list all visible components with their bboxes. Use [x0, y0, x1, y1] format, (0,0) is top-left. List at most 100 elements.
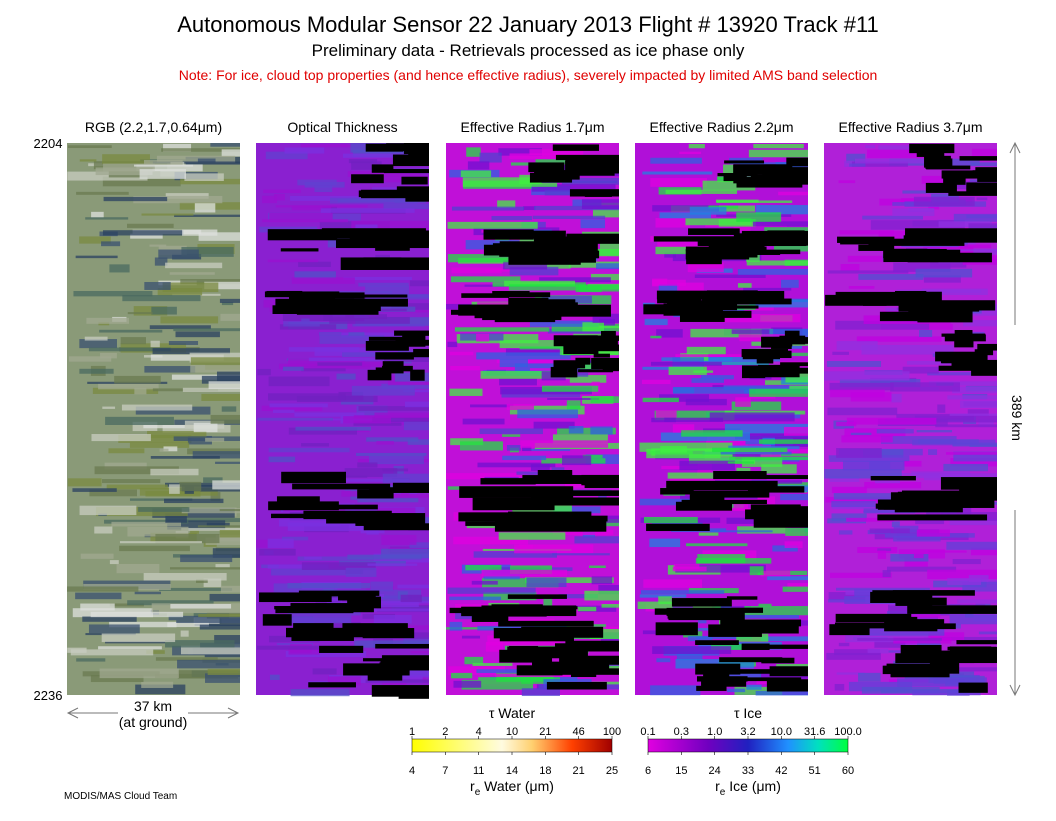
- image-texture: [491, 215, 532, 221]
- image-texture: [383, 203, 429, 209]
- image-texture: [673, 386, 756, 394]
- image-texture: [836, 587, 930, 591]
- image-texture: [165, 482, 240, 487]
- image-texture: [103, 196, 168, 202]
- image-texture: [715, 606, 732, 609]
- image-texture: [732, 454, 761, 457]
- image-texture: [447, 221, 538, 229]
- image-texture: [927, 569, 997, 580]
- image-texture: [649, 538, 681, 548]
- image-texture: [204, 281, 240, 290]
- image-texture: [462, 418, 505, 425]
- image-texture: [92, 387, 159, 394]
- image-texture: [525, 577, 614, 584]
- image-void: [381, 655, 429, 661]
- image-void: [668, 611, 745, 621]
- image-texture: [470, 404, 514, 408]
- image-texture: [203, 477, 223, 483]
- colorbar-tick-label: 21: [573, 765, 585, 777]
- image-void: [719, 657, 783, 663]
- image-texture: [733, 227, 751, 232]
- image-texture: [364, 600, 429, 604]
- image-texture: [329, 316, 410, 324]
- image-texture: [407, 439, 429, 445]
- image-void: [347, 596, 382, 609]
- image-void: [529, 172, 573, 183]
- image-texture: [203, 578, 222, 588]
- image-texture: [287, 522, 364, 532]
- image-texture: [531, 184, 616, 192]
- image-texture: [80, 603, 115, 611]
- image-texture: [370, 581, 394, 592]
- image-texture: [675, 564, 766, 573]
- image-void: [349, 237, 429, 247]
- image-texture: [675, 354, 760, 358]
- image-void: [555, 154, 619, 161]
- image-texture: [702, 451, 792, 455]
- image-void: [494, 519, 607, 532]
- image-texture: [928, 550, 967, 553]
- image-texture: [953, 451, 997, 462]
- image-texture: [687, 262, 724, 273]
- image-texture: [731, 329, 770, 334]
- image-texture: [659, 394, 710, 402]
- image-void: [683, 305, 759, 309]
- image-texture: [99, 329, 163, 333]
- image-texture: [181, 246, 234, 257]
- image-void: [483, 229, 534, 240]
- image-texture: [511, 162, 544, 166]
- image-texture: [729, 456, 808, 461]
- image-texture: [733, 503, 749, 511]
- image-texture: [282, 536, 309, 541]
- image-texture: [689, 206, 727, 215]
- image-texture: [150, 340, 160, 348]
- image-texture: [101, 241, 121, 247]
- image-void: [675, 501, 733, 511]
- image-texture: [297, 556, 374, 561]
- image-texture: [193, 422, 218, 433]
- image-texture: [506, 404, 534, 411]
- image-texture: [498, 532, 566, 540]
- image-texture: [105, 641, 166, 644]
- image-texture: [410, 650, 429, 654]
- image-texture: [851, 161, 908, 167]
- image-void: [537, 470, 573, 477]
- colorbar-tick-label: 31.6: [804, 726, 825, 738]
- image-void: [292, 483, 391, 490]
- image-texture: [882, 570, 891, 578]
- image-void: [280, 248, 319, 252]
- image-texture: [141, 681, 174, 688]
- image-texture: [838, 642, 850, 647]
- image-texture: [268, 447, 350, 453]
- image-void: [660, 488, 694, 495]
- image-texture: [79, 339, 117, 349]
- image-texture: [79, 505, 137, 516]
- image-texture: [88, 347, 171, 352]
- image-texture: [102, 406, 116, 409]
- image-void: [965, 356, 981, 361]
- image-texture: [655, 218, 691, 228]
- colorbar-tick-label: 1.0: [707, 726, 722, 738]
- image-texture: [953, 213, 997, 222]
- image-texture: [969, 331, 985, 335]
- image-texture: [660, 446, 687, 453]
- image-void: [310, 591, 356, 597]
- image-texture: [343, 478, 410, 482]
- image-texture: [557, 427, 616, 435]
- image-texture: [216, 371, 240, 382]
- image-void: [905, 228, 997, 241]
- image-texture: [146, 650, 165, 654]
- image-texture: [679, 460, 735, 471]
- image-void: [894, 507, 963, 513]
- image-void: [944, 334, 986, 342]
- image-texture: [746, 260, 808, 266]
- image-texture: [319, 335, 385, 344]
- image-texture: [143, 159, 183, 166]
- image-void: [762, 165, 791, 175]
- image-void: [667, 300, 738, 311]
- image-texture: [275, 205, 368, 208]
- image-texture: [190, 357, 240, 365]
- image-texture: [403, 420, 429, 431]
- image-void: [581, 474, 619, 486]
- image-void: [371, 164, 394, 173]
